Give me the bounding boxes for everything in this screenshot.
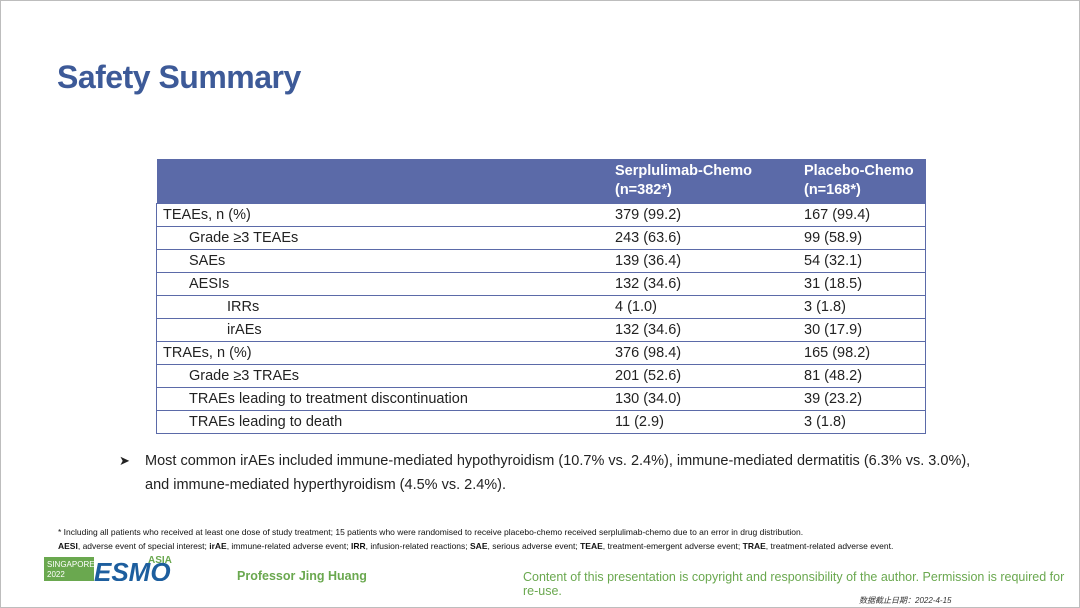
logo-box [44,557,94,581]
abbr-term: TEAE [580,541,603,551]
bullet-text: Most common irAEs included immune-mediat… [145,453,971,493]
cell-value: 81 (48.2) [798,364,926,388]
abbreviations: AESI, adverse event of special interest;… [58,541,1048,551]
header-cell: Serplulimab-Chemo (n=382*) [609,159,798,204]
cell-value: 3 (1.8) [798,410,926,434]
logo-region: ASIA [148,555,172,566]
table-row: TRAEs leading to death 11 (2.9) 3 (1.8) [156,410,926,434]
cell-value: 243 (63.6) [609,226,798,250]
abbr-term: SAE [470,541,488,551]
cell-value: 132 (34.6) [609,272,798,296]
cell-value: 54 (32.1) [798,249,926,273]
arm-n: (n=382*) [615,182,672,198]
cell-value: 167 (99.4) [798,203,926,227]
cell-value: 31 (18.5) [798,272,926,296]
row-label: Grade ≥3 TRAEs [156,364,609,388]
cell-value: 139 (36.4) [609,249,798,273]
abbr-text: , infusion-related reactions; [365,541,471,551]
abbr-text: , serious adverse event; [487,541,581,551]
arm-n: (n=168*) [804,182,861,198]
cell-value: 30 (17.9) [798,318,926,342]
table-row: AESIs 132 (34.6) 31 (18.5) [156,272,926,296]
abbr-text: , treatment-related adverse event. [765,541,894,551]
cell-value: 39 (23.2) [798,387,926,411]
safety-table: Serplulimab-Chemo (n=382*) Placebo-Chemo (… [156,159,926,434]
cell-value: 3 (1.8) [798,295,926,319]
header-row: Serplulimab-Chemo (n=382*) Placebo-Chemo (… [156,159,926,204]
cell-value: 379 (99.2) [609,203,798,227]
bullet: ➤ Most common irAEs included immune-media… [119,453,971,493]
table-body: TEAEs, n (%) 379 (99.2) 167 (99.4) Grade ≥3… [156,203,926,434]
abbr-term: AESI [58,541,78,551]
cell-value: 132 (34.6) [609,318,798,342]
logo-location: SINGAPORE [47,560,95,569]
header-cell [156,159,609,204]
table-row: TEAEs, n (%) 379 (99.2) 167 (99.4) [156,203,926,227]
table-row: IRRs 4 (1.0) 3 (1.8) [156,295,926,319]
abbr-term: TRAE [742,541,766,551]
cell-value: 165 (98.2) [798,341,926,365]
logo: SINGAPORE 2022 ESMO ASIA [44,555,172,581]
row-label: TRAEs, n (%) [156,341,609,365]
logo-year: 2022 [47,570,65,579]
table-row: TRAEs leading to treatment discontinuati… [156,387,926,411]
abbr-term: irAE [209,541,227,551]
abbr-text: , immune-related adverse event; [226,541,351,551]
footnote: * Including all patients who received at… [58,527,804,537]
abbr-term: IRR [350,541,366,551]
cell-value: 4 (1.0) [609,295,798,319]
abbr-text: , treatment-emergent adverse event; [602,541,743,551]
arm-name: Placebo-Chemo [804,163,914,179]
cell-value: 201 (52.6) [609,364,798,388]
cell-value: 376 (98.4) [609,341,798,365]
row-label: irAEs [156,318,609,342]
row-label: TRAEs leading to death [156,410,609,434]
presenter: Professor Jing Huang [237,569,367,583]
cell-value: 130 (34.0) [609,387,798,411]
row-label: AESIs [156,272,609,296]
copyright: Content of this presentation is copyrigh… [523,570,1065,598]
logo-brand: ESMO [94,557,171,581]
row-label: TEAEs, n (%) [156,203,609,227]
table-row: SAEs 139 (36.4) 54 (32.1) [156,249,926,273]
abbr-text: , adverse event of special interest; [77,541,210,551]
slide-title: Safety Summary [57,59,301,95]
row-label: Grade ≥3 TEAEs [156,226,609,250]
table-row: TRAEs, n (%) 376 (98.4) 165 (98.2) [156,341,926,365]
cell-value: 99 (58.9) [798,226,926,250]
cell-value: 11 (2.9) [609,410,798,434]
date-stamp: 数据截止日期：2022-4-15 [859,596,952,605]
table-row: Grade ≥3 TRAEs 201 (52.6) 81 (48.2) [156,364,926,388]
row-label: TRAEs leading to treatment discontinuati… [156,387,609,411]
arm-name: Serplulimab-Chemo [615,163,752,179]
row-label: IRRs [156,295,609,319]
table-row: Grade ≥3 TEAEs 243 (63.6) 99 (58.9) [156,226,926,250]
row-label: SAEs [156,249,609,273]
header-cell: Placebo-Chemo (n=168*) [798,159,926,204]
table-row: irAEs 132 (34.6) 30 (17.9) [156,318,926,342]
